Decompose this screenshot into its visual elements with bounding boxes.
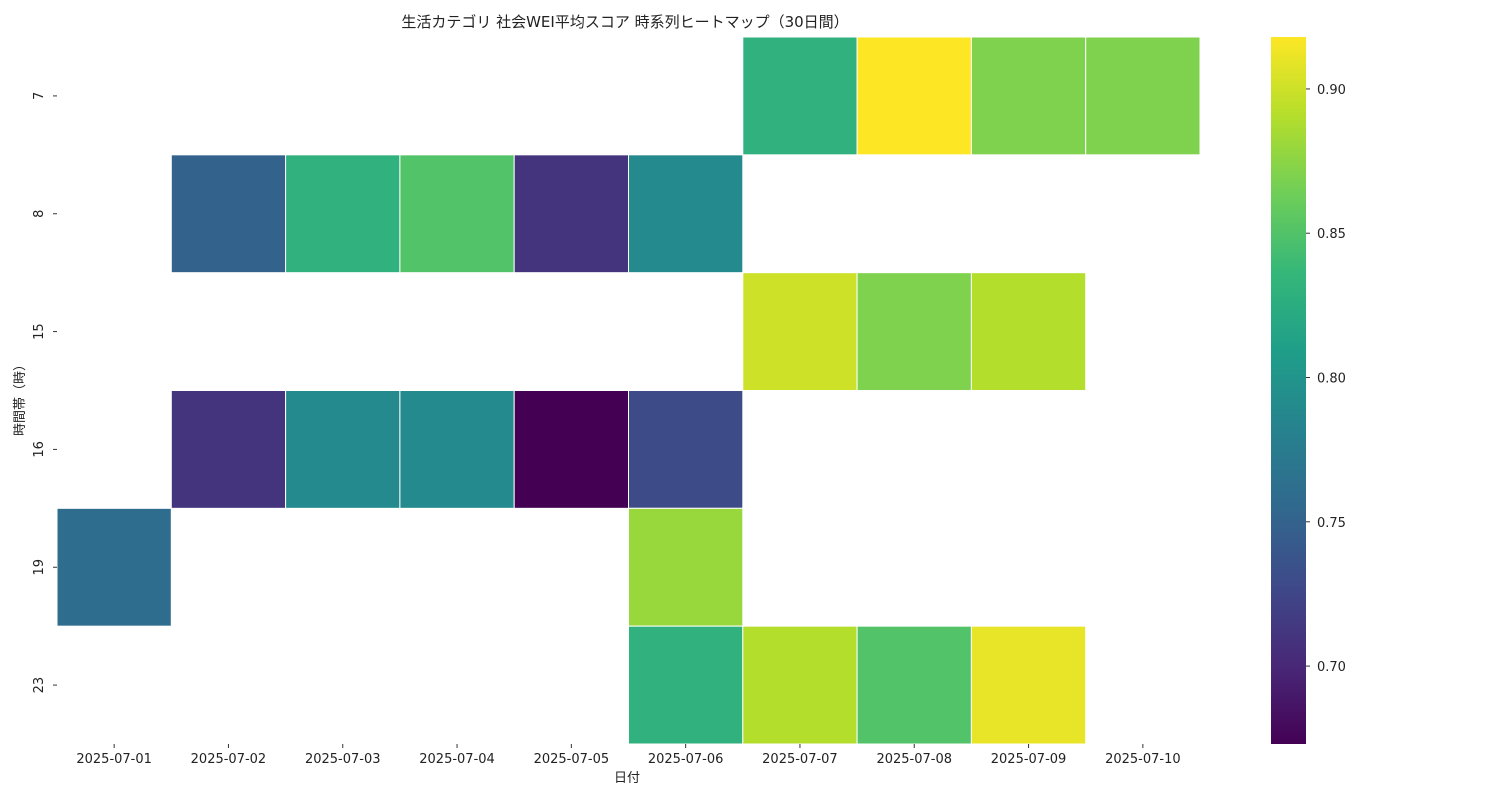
heatmap-cell: [856, 625, 972, 745]
x-tick-label: 2025-07-02: [191, 752, 267, 767]
x-tick-label: 2025-07-06: [648, 752, 724, 767]
heatmap-cell: [970, 625, 1087, 745]
heatmap-cell: [628, 625, 744, 745]
heatmap-cell: [856, 36, 972, 156]
y-tick-label: 19: [32, 559, 47, 576]
heatmap-cell: [285, 390, 401, 509]
heatmap-cell: [970, 36, 1087, 156]
heatmap-cell: [628, 507, 744, 627]
heatmap-cell: [285, 154, 401, 274]
colorbar-tick-label: 0.90: [1317, 83, 1346, 98]
heatmap-cell: [856, 272, 972, 391]
colorbar-tick-label: 0.70: [1317, 660, 1346, 675]
y-axis-label: 時間帯（時）: [13, 358, 28, 436]
heatmap-cell: [742, 272, 858, 391]
x-axis-label: 日付: [614, 771, 640, 786]
colorbar-tick-label: 0.75: [1317, 516, 1346, 531]
y-tick-label: 8: [32, 210, 47, 218]
heatmap-cell: [970, 272, 1087, 391]
x-tick-label: 2025-07-07: [762, 752, 838, 767]
y-axis-ticks: 7 8 15 16 19 23: [32, 92, 57, 694]
y-tick-label: 15: [32, 323, 47, 340]
heatmap-cell: [170, 390, 287, 509]
y-tick-label: 16: [32, 441, 47, 458]
colorbar-tick-label: 0.80: [1317, 372, 1346, 387]
heatmap-cell: [399, 390, 515, 509]
x-tick-label: 2025-07-03: [305, 752, 381, 767]
heatmap-cell: [1085, 36, 1201, 156]
heatmap-cell: [56, 507, 172, 627]
x-tick-label: 2025-07-05: [534, 752, 610, 767]
chart-title: 生活カテゴリ 社会WEI平均スコア 時系列ヒートマップ（30日間）: [401, 13, 848, 31]
colorbar-ticks: 0.70 0.75 0.80 0.85 0.90: [1306, 83, 1346, 675]
colorbar-tick-label: 0.85: [1317, 227, 1346, 242]
x-tick-label: 2025-07-01: [76, 752, 152, 767]
x-tick-label: 2025-07-04: [419, 752, 495, 767]
heatmap-cell: [513, 154, 630, 274]
heatmap-cell: [742, 36, 858, 156]
x-tick-label: 2025-07-08: [876, 752, 952, 767]
heatmap-cell: [399, 154, 515, 274]
y-tick-label: 23: [32, 677, 47, 694]
heatmap-cell: [513, 390, 630, 509]
heatmap-cell: [628, 154, 744, 274]
colorbar: [1271, 37, 1306, 744]
y-tick-label: 7: [32, 92, 47, 100]
heatmap-cell: [628, 390, 744, 509]
heatmap-cell: [170, 154, 287, 274]
heatmap-cell: [742, 625, 858, 745]
heatmap-cells: [56, 36, 1201, 745]
x-tick-label: 2025-07-09: [991, 752, 1067, 767]
x-tick-label: 2025-07-10: [1105, 752, 1181, 767]
x-axis-ticks: 2025-07-01 2025-07-02 2025-07-03 2025-07-04…: [76, 744, 1181, 767]
